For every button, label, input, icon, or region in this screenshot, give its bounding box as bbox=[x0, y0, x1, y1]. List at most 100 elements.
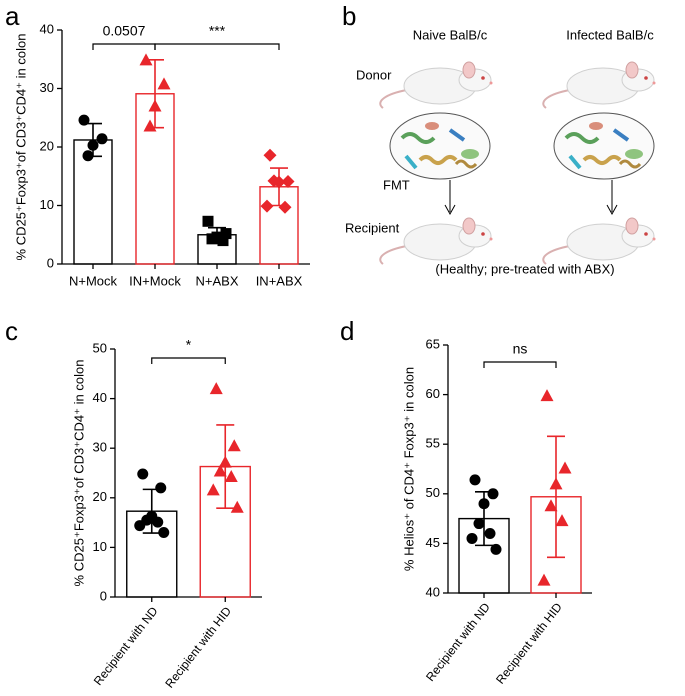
data-point bbox=[206, 483, 220, 496]
data-point bbox=[466, 532, 478, 544]
data-point bbox=[260, 199, 274, 213]
x-tick-label: Recipient with HID bbox=[162, 604, 234, 691]
y-tick-label: 10 bbox=[93, 539, 107, 554]
significance-label: ns bbox=[513, 341, 528, 357]
bar bbox=[73, 139, 113, 265]
row-label: FMT bbox=[383, 177, 410, 192]
data-point bbox=[157, 77, 171, 90]
arrow bbox=[444, 180, 456, 216]
significance-bracket bbox=[154, 43, 280, 50]
x-tick-label: Recipient with ND bbox=[91, 604, 161, 688]
y-tick-label: 45 bbox=[426, 535, 440, 550]
panel-label: d bbox=[340, 316, 354, 346]
data-point bbox=[155, 482, 167, 494]
y-tick-label: 40 bbox=[40, 21, 54, 36]
data-point bbox=[158, 527, 170, 539]
y-axis-label: % Helios⁺ of CD4⁺ Foxp3⁺ in colon bbox=[401, 367, 416, 571]
y-tick-label: 55 bbox=[426, 436, 440, 451]
significance-label: * bbox=[186, 337, 192, 353]
column-label: Naive BalB/c bbox=[413, 27, 488, 42]
data-point bbox=[540, 389, 554, 402]
fmt-diagram: b Naive BalB/c Infected BalB/c Donor FMT… bbox=[342, 1, 657, 276]
x-tick-label: N+ABX bbox=[196, 273, 239, 288]
microbiota-icon bbox=[388, 111, 492, 181]
data-point bbox=[267, 174, 281, 188]
data-point bbox=[206, 233, 218, 245]
y-tick-label: 0 bbox=[47, 255, 54, 270]
y-axis-label: % CD25⁺Foxp3⁺of CD3⁺CD4⁺ in colon bbox=[13, 34, 28, 261]
x-tick-label: IN+ABX bbox=[256, 273, 303, 288]
note: (Healthy; pre-treated with ABX) bbox=[435, 261, 614, 276]
panel-label: b bbox=[342, 1, 356, 31]
data-point bbox=[469, 474, 481, 486]
data-point bbox=[152, 516, 164, 528]
bar-chart: a % CD25⁺Foxp3⁺of CD3⁺CD4⁺ in colon 0 10 20 3… bbox=[5, 1, 310, 288]
data-point bbox=[227, 439, 241, 452]
column-label: Infected BalB/c bbox=[566, 27, 654, 42]
data-point bbox=[217, 235, 229, 247]
panel-label: c bbox=[5, 316, 18, 346]
data-point bbox=[490, 543, 502, 555]
error-bar bbox=[142, 488, 161, 534]
data-point bbox=[263, 148, 277, 162]
error-bar bbox=[208, 226, 226, 243]
x-tick-label: N+Mock bbox=[69, 273, 118, 288]
y-tick-label: 30 bbox=[40, 80, 54, 95]
y-tick-label: 20 bbox=[40, 138, 54, 153]
mouse-icon bbox=[542, 217, 657, 265]
y-tick-label: 30 bbox=[93, 440, 107, 455]
data-point bbox=[487, 488, 499, 500]
data-point bbox=[224, 469, 238, 482]
bar-chart: c % CD25⁺Foxp3⁺of CD3⁺CD4⁺ in colon 0 10 20 3… bbox=[5, 316, 262, 691]
data-point bbox=[137, 468, 149, 480]
error-bar bbox=[216, 424, 235, 510]
data-point bbox=[555, 514, 569, 527]
y-tick-label: 40 bbox=[93, 390, 107, 405]
data-point bbox=[213, 464, 227, 477]
data-point bbox=[537, 573, 551, 586]
x-tick-label: IN+Mock bbox=[129, 273, 181, 288]
data-point bbox=[230, 500, 244, 513]
error-bar bbox=[270, 167, 288, 207]
y-tick-label: 65 bbox=[426, 336, 440, 351]
error-bar bbox=[547, 435, 565, 559]
y-tick-label: 10 bbox=[40, 197, 54, 212]
data-point bbox=[220, 228, 232, 240]
error-bar bbox=[475, 491, 493, 547]
significance-bracket bbox=[92, 43, 156, 50]
data-point bbox=[484, 527, 496, 539]
data-point bbox=[96, 133, 108, 145]
data-point bbox=[544, 499, 558, 512]
mouse-icon bbox=[542, 61, 657, 109]
significance-bracket bbox=[151, 357, 226, 364]
data-point bbox=[209, 382, 223, 395]
error-bar bbox=[146, 59, 164, 129]
y-axis-label: % CD25⁺Foxp3⁺of CD3⁺CD4⁺ in colon bbox=[71, 360, 86, 587]
x-tick-label: Recipient with HID bbox=[493, 600, 565, 687]
data-point bbox=[202, 215, 214, 227]
data-point bbox=[281, 175, 295, 189]
y-tick-label: 20 bbox=[93, 489, 107, 504]
panel-label: a bbox=[5, 1, 20, 31]
arrow bbox=[606, 180, 618, 216]
data-point bbox=[134, 520, 146, 532]
y-tick-label: 0 bbox=[100, 588, 107, 603]
mouse-icon bbox=[379, 61, 494, 109]
y-tick-label: 40 bbox=[426, 584, 440, 599]
row-label: Donor bbox=[356, 67, 392, 82]
data-point bbox=[278, 200, 292, 214]
data-point bbox=[558, 461, 572, 474]
significance-bracket bbox=[483, 361, 557, 368]
data-point bbox=[473, 518, 485, 530]
y-tick-label: 50 bbox=[93, 340, 107, 355]
significance-label: *** bbox=[209, 23, 226, 39]
microbiota-icon bbox=[552, 111, 656, 181]
y-tick-label: 50 bbox=[426, 485, 440, 500]
x-tick-label: Recipient with ND bbox=[423, 600, 493, 684]
row-label: Recipient bbox=[345, 220, 400, 235]
error-bar bbox=[84, 122, 102, 158]
y-tick-label: 60 bbox=[426, 386, 440, 401]
bar-chart: d % Helios⁺ of CD4⁺ Foxp3⁺ in colon 40 45 50… bbox=[340, 316, 592, 687]
significance-label: 0.0507 bbox=[103, 23, 146, 39]
